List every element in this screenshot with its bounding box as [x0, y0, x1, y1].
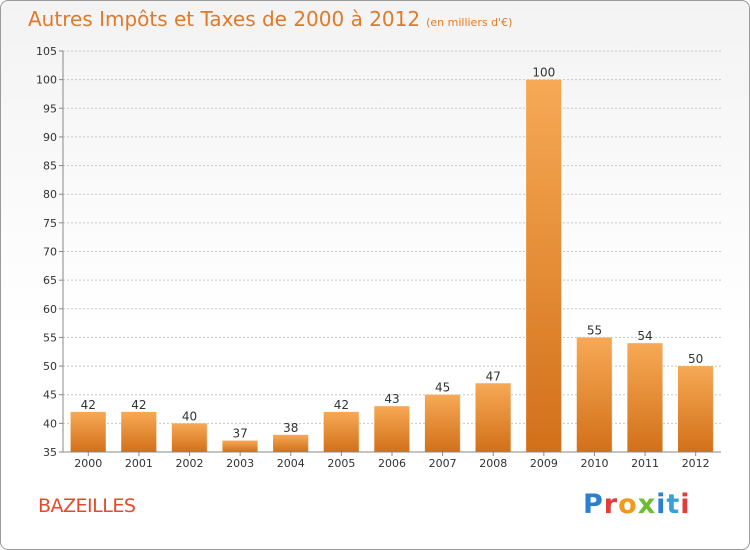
- bar-2006: [374, 406, 410, 452]
- x-tick-label: 2006: [378, 457, 406, 470]
- y-tick-label: 100: [36, 74, 57, 87]
- logo-letter: r: [603, 489, 619, 520]
- logo-letter: i: [680, 489, 691, 520]
- data-label: 54: [637, 329, 652, 343]
- title-text: Autres Impôts et Taxes de 2000 à 2012: [28, 7, 421, 31]
- y-axis-ticks: 35 40 45 50 55 60 65 70 75 80 85 90 95 100 105: [36, 45, 64, 459]
- data-label: 47: [486, 369, 501, 383]
- x-tick-label: 2012: [682, 457, 710, 470]
- x-tick-label: 2003: [226, 457, 254, 470]
- y-tick-label: 35: [43, 446, 57, 459]
- bar-2004: [273, 434, 309, 452]
- bars: 42 42 40 37 38 42 43 45 47 100 55 54 50: [70, 66, 714, 453]
- x-tick-label: 2005: [327, 457, 355, 470]
- bar-2010: [576, 337, 613, 452]
- logo-letter: t: [666, 489, 681, 520]
- y-tick-label: 55: [43, 331, 57, 344]
- logo-letter: x: [637, 489, 657, 520]
- x-tick-label: 2007: [429, 457, 457, 470]
- data-label: 50: [688, 352, 703, 366]
- logo-letter: o: [618, 489, 638, 520]
- y-tick-label: 50: [43, 360, 57, 373]
- y-tick-label: 90: [43, 131, 57, 144]
- y-tick-label: 40: [43, 417, 57, 430]
- data-label: 37: [233, 427, 248, 441]
- y-tick-label: 65: [43, 274, 57, 287]
- logo-letter: i: [656, 489, 667, 520]
- title-unit: (en milliers d'€): [426, 16, 513, 29]
- bar-2005: [323, 411, 360, 452]
- data-label: 42: [81, 398, 96, 412]
- y-tick-label: 80: [43, 188, 57, 201]
- data-label: 45: [435, 381, 450, 395]
- logo-letter: P: [583, 489, 604, 520]
- data-label: 42: [334, 398, 349, 412]
- chart-title: Autres Impôts et Taxes de 2000 à 2012 (en…: [28, 7, 512, 31]
- y-tick-label: 105: [36, 45, 57, 58]
- x-tick-label: 2001: [125, 457, 153, 470]
- y-tick-label: 95: [43, 102, 57, 115]
- bar-2007: [424, 394, 461, 452]
- y-tick-label: 70: [43, 246, 57, 259]
- x-tick-label: 2009: [530, 457, 558, 470]
- bar-2002: [171, 423, 208, 452]
- data-label: 43: [384, 392, 399, 406]
- bar-2009: [526, 79, 562, 453]
- data-label: 100: [532, 66, 555, 80]
- x-tick-label: 2002: [176, 457, 204, 470]
- bar-2001: [121, 411, 157, 452]
- proxiti-logo[interactable]: Proxiti: [583, 489, 691, 520]
- x-tick-label: 2008: [479, 457, 507, 470]
- data-label: 40: [182, 409, 197, 423]
- data-label: 42: [131, 398, 146, 412]
- y-tick-label: 75: [43, 217, 57, 230]
- x-tick-label: 2004: [277, 457, 305, 470]
- y-tick-label: 60: [43, 303, 57, 316]
- bar-2011: [627, 343, 663, 452]
- y-tick-label: 85: [43, 160, 57, 173]
- data-label: 38: [283, 421, 298, 435]
- x-tick-label: 2000: [74, 457, 102, 470]
- bar-2008: [475, 383, 511, 452]
- commune-name: BAZEILLES: [38, 495, 136, 517]
- x-tick-label: 2011: [631, 457, 659, 470]
- data-label: 55: [587, 323, 602, 337]
- bar-2012: [677, 366, 714, 452]
- bar-2000: [70, 411, 107, 452]
- bar-2003: [222, 440, 258, 452]
- x-axis: 2000 2001 2002 2003 2004 2005 2006 2007 2008 2009…: [63, 451, 721, 470]
- x-tick-label: 2010: [580, 457, 608, 470]
- y-tick-label: 45: [43, 389, 57, 402]
